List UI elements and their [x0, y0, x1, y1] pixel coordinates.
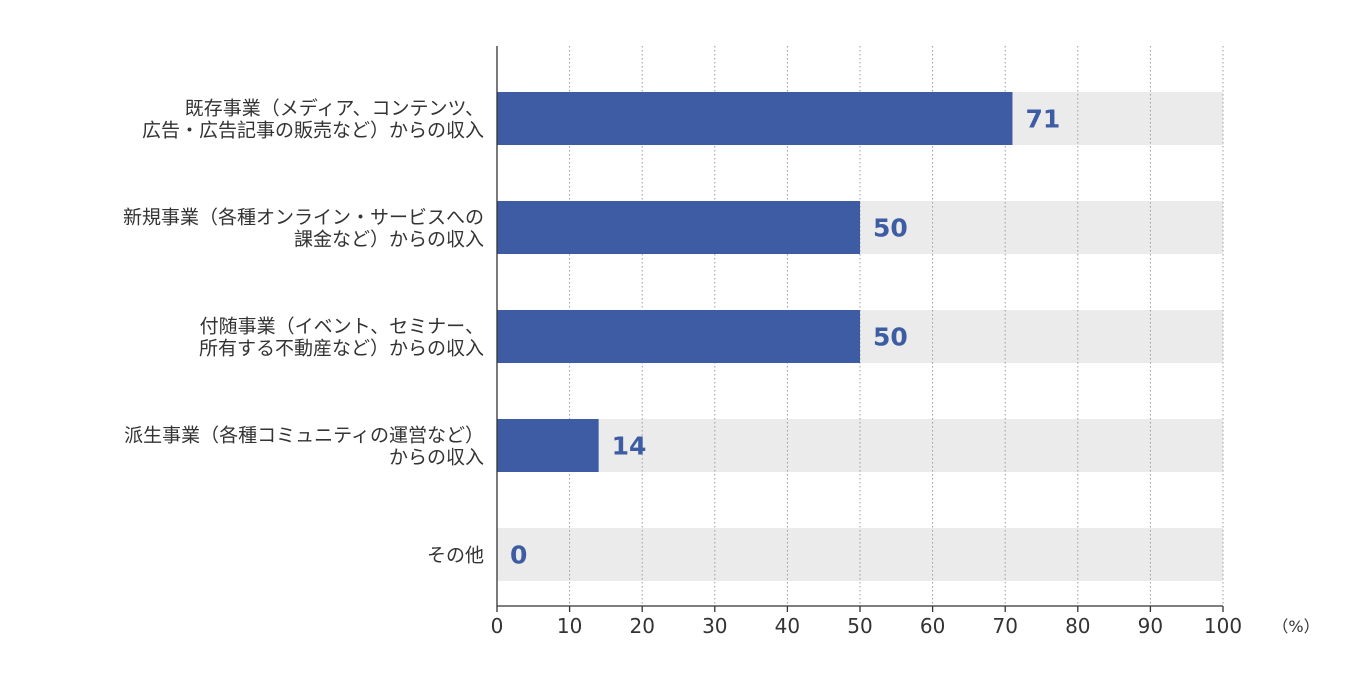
category-labels: 既存事業（メディア、コンテンツ、広告・広告記事の販売など）からの収入新規事業（各… [123, 98, 484, 567]
bars [497, 92, 1013, 472]
category-label: 付随事業（イベント、セミナー、所有する不動産など）からの収入 [199, 316, 484, 360]
bar [497, 419, 599, 472]
category-label: 派生事業（各種コミュニティの運営など）からの収入 [124, 425, 484, 469]
x-axis-unit: （%） [1272, 617, 1319, 636]
category-label-line: 新規事業（各種オンライン・サービスへの [123, 207, 484, 229]
category-label-line: 既存事業（メディア、コンテンツ、 [185, 98, 484, 120]
value-label: 0 [510, 541, 527, 570]
x-tick-label: 50 [847, 614, 872, 638]
category-label-line: 付随事業（イベント、セミナー、 [200, 316, 484, 338]
value-labels: 71 50 50 14 0 [510, 105, 1060, 570]
x-tick-label: 0 [491, 614, 504, 638]
x-tick-label: 40 [775, 614, 800, 638]
value-label: 14 [612, 432, 647, 461]
x-tick-label: 90 [1138, 614, 1163, 638]
x-tick-label: 60 [920, 614, 945, 638]
category-label-line: 派生事業（各種コミュニティの運営など） [124, 425, 484, 447]
category-label-line: 課金など）からの収入 [294, 229, 484, 251]
value-label: 50 [873, 214, 908, 243]
x-tick-label: 20 [629, 614, 654, 638]
x-tick-label: 100 [1204, 614, 1242, 638]
category-label: 新規事業（各種オンライン・サービスへの課金など）からの収入 [123, 207, 484, 251]
value-label: 71 [1025, 105, 1060, 134]
bar [497, 310, 860, 363]
x-axis: 0 10 20 30 40 50 60 70 80 90 100 （%） [491, 46, 1320, 638]
category-label-line: 所有する不動産など）からの収入 [199, 338, 484, 360]
category-label-line: その他 [427, 545, 484, 567]
x-tick-label: 30 [702, 614, 727, 638]
bar [497, 92, 1013, 145]
x-tick-label: 70 [992, 614, 1017, 638]
bar [497, 201, 860, 254]
x-tick-label: 80 [1065, 614, 1090, 638]
category-label-line: 広告・広告記事の販売など）からの収入 [142, 120, 484, 142]
value-label: 50 [873, 323, 908, 352]
category-label: 既存事業（メディア、コンテンツ、広告・広告記事の販売など）からの収入 [142, 98, 484, 142]
category-label-line: からの収入 [389, 447, 484, 469]
category-label: その他 [427, 545, 484, 567]
x-tick-label: 10 [557, 614, 582, 638]
